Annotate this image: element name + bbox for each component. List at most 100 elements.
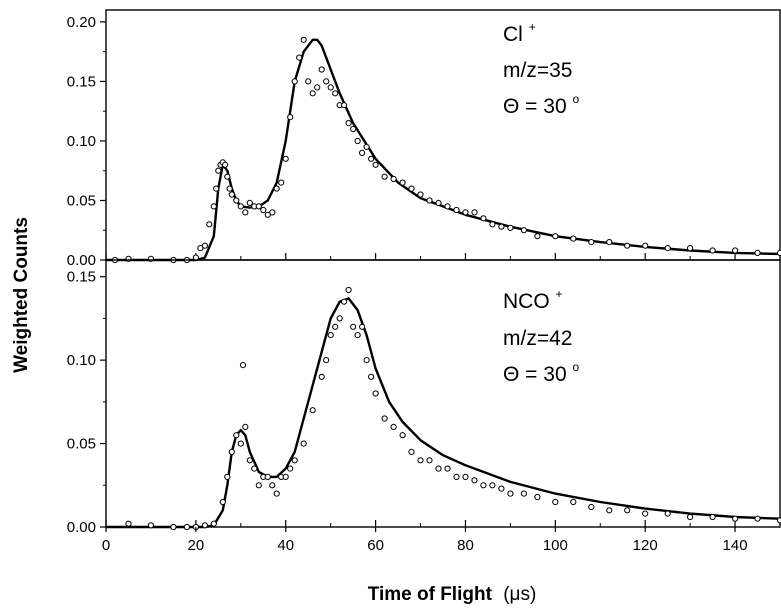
x-tick-label: 0	[102, 537, 110, 554]
data-point-top	[291, 78, 298, 85]
data-point-bottom	[237, 440, 244, 447]
data-point-top	[300, 36, 307, 43]
data-point-bottom	[125, 520, 132, 527]
data-point-top	[318, 66, 325, 73]
data-point-bottom	[318, 373, 325, 380]
angle-value-top: Θ = 30	[503, 95, 567, 118]
y-axis-title: Weighted Counts	[11, 217, 32, 373]
species-label-top: Cl +	[503, 20, 536, 46]
species-charge-bottom: +	[556, 287, 563, 301]
y-tick-label-top: 0.15	[67, 73, 96, 90]
data-point-bottom	[246, 457, 253, 464]
y-tick-label-top: 0.00	[67, 252, 96, 269]
data-point-bottom	[224, 473, 231, 480]
data-point-top	[606, 239, 613, 246]
data-point-bottom	[147, 522, 154, 529]
x-axis-title-group: Time of Flight (μs)	[368, 584, 537, 605]
data-point-bottom	[354, 332, 361, 339]
data-point-bottom	[709, 513, 716, 521]
data-point-top	[255, 203, 262, 210]
angle-unit-bottom: o	[572, 360, 579, 374]
data-point-top	[296, 54, 303, 61]
data-point-top	[215, 167, 222, 174]
data-point-top	[233, 197, 240, 204]
data-point-bottom	[287, 465, 294, 472]
species-name-bottom: NCO	[503, 290, 550, 313]
data-point-bottom	[201, 522, 208, 529]
data-point-bottom	[309, 407, 316, 414]
data-point-top	[381, 173, 388, 180]
data-point-top	[359, 149, 366, 156]
data-point-bottom	[642, 510, 649, 517]
data-point-bottom	[664, 510, 671, 517]
data-point-top	[507, 224, 514, 231]
data-point-top	[534, 233, 541, 240]
data-point-bottom	[489, 482, 496, 489]
data-point-top	[687, 245, 694, 252]
data-point-top	[309, 90, 316, 97]
data-point-bottom	[363, 357, 370, 364]
data-point-top	[210, 203, 217, 210]
data-point-top	[260, 206, 267, 214]
data-point-top	[201, 242, 208, 249]
plot-frame-bottom	[105, 259, 781, 528]
data-point-bottom	[732, 515, 739, 522]
data-point-top	[332, 90, 339, 97]
mass-label-bottom: m/z=42	[503, 327, 572, 350]
data-point-bottom	[444, 465, 451, 472]
species-label-bottom: NCO +	[503, 287, 563, 313]
data-point-top	[417, 191, 424, 198]
data-point-top	[664, 245, 671, 252]
y-tick-label-bottom: 0.00	[67, 519, 96, 536]
data-point-top	[776, 249, 781, 256]
data-point-bottom	[435, 465, 442, 472]
x-axis-unit: (μs)	[503, 584, 536, 605]
data-point-top	[323, 78, 330, 85]
data-point-top	[246, 199, 253, 206]
data-point-bottom	[480, 482, 487, 489]
data-point-bottom	[210, 520, 217, 527]
species-charge-top: +	[529, 20, 536, 34]
data-point-bottom	[399, 432, 406, 439]
data-point-top	[273, 185, 280, 192]
data-point-bottom	[332, 323, 339, 330]
data-point-top	[480, 215, 487, 222]
data-point-top	[372, 161, 379, 168]
data-point-top	[228, 191, 235, 198]
data-point-top	[354, 137, 361, 145]
data-point-bottom	[462, 473, 469, 480]
data-point-bottom	[534, 493, 541, 501]
data-point-bottom	[273, 490, 280, 497]
data-point-bottom	[269, 482, 276, 489]
data-point-top	[224, 173, 231, 180]
data-point-bottom	[381, 415, 388, 422]
species-name-top: Cl	[503, 23, 523, 46]
data-point-top	[282, 155, 289, 162]
y-tick-label-top: 0.20	[67, 14, 96, 31]
data-point-top	[709, 247, 716, 254]
data-point-bottom	[233, 432, 240, 439]
data-point-top	[444, 203, 451, 210]
data-point-top	[350, 125, 357, 133]
data-point-bottom	[282, 473, 289, 480]
data-point-top	[314, 84, 321, 91]
data-point-top	[435, 199, 442, 206]
x-tick-label: 60	[367, 537, 384, 554]
data-point-top	[732, 247, 739, 254]
data-point-bottom	[228, 448, 235, 455]
data-point-bottom	[588, 503, 595, 511]
data-point-top	[471, 209, 478, 216]
data-point-bottom	[624, 507, 631, 514]
data-point-bottom	[426, 457, 433, 464]
data-point-bottom	[183, 523, 190, 531]
data-point-top	[287, 114, 294, 121]
data-point-top	[213, 185, 220, 192]
data-point-bottom	[776, 517, 781, 524]
data-point-top	[552, 233, 559, 240]
data-point-bottom	[239, 362, 247, 369]
data-point-top	[624, 242, 631, 249]
data-point-bottom	[251, 465, 258, 472]
angle-value-bottom: Θ = 30	[503, 363, 567, 386]
data-point-top	[363, 143, 370, 150]
